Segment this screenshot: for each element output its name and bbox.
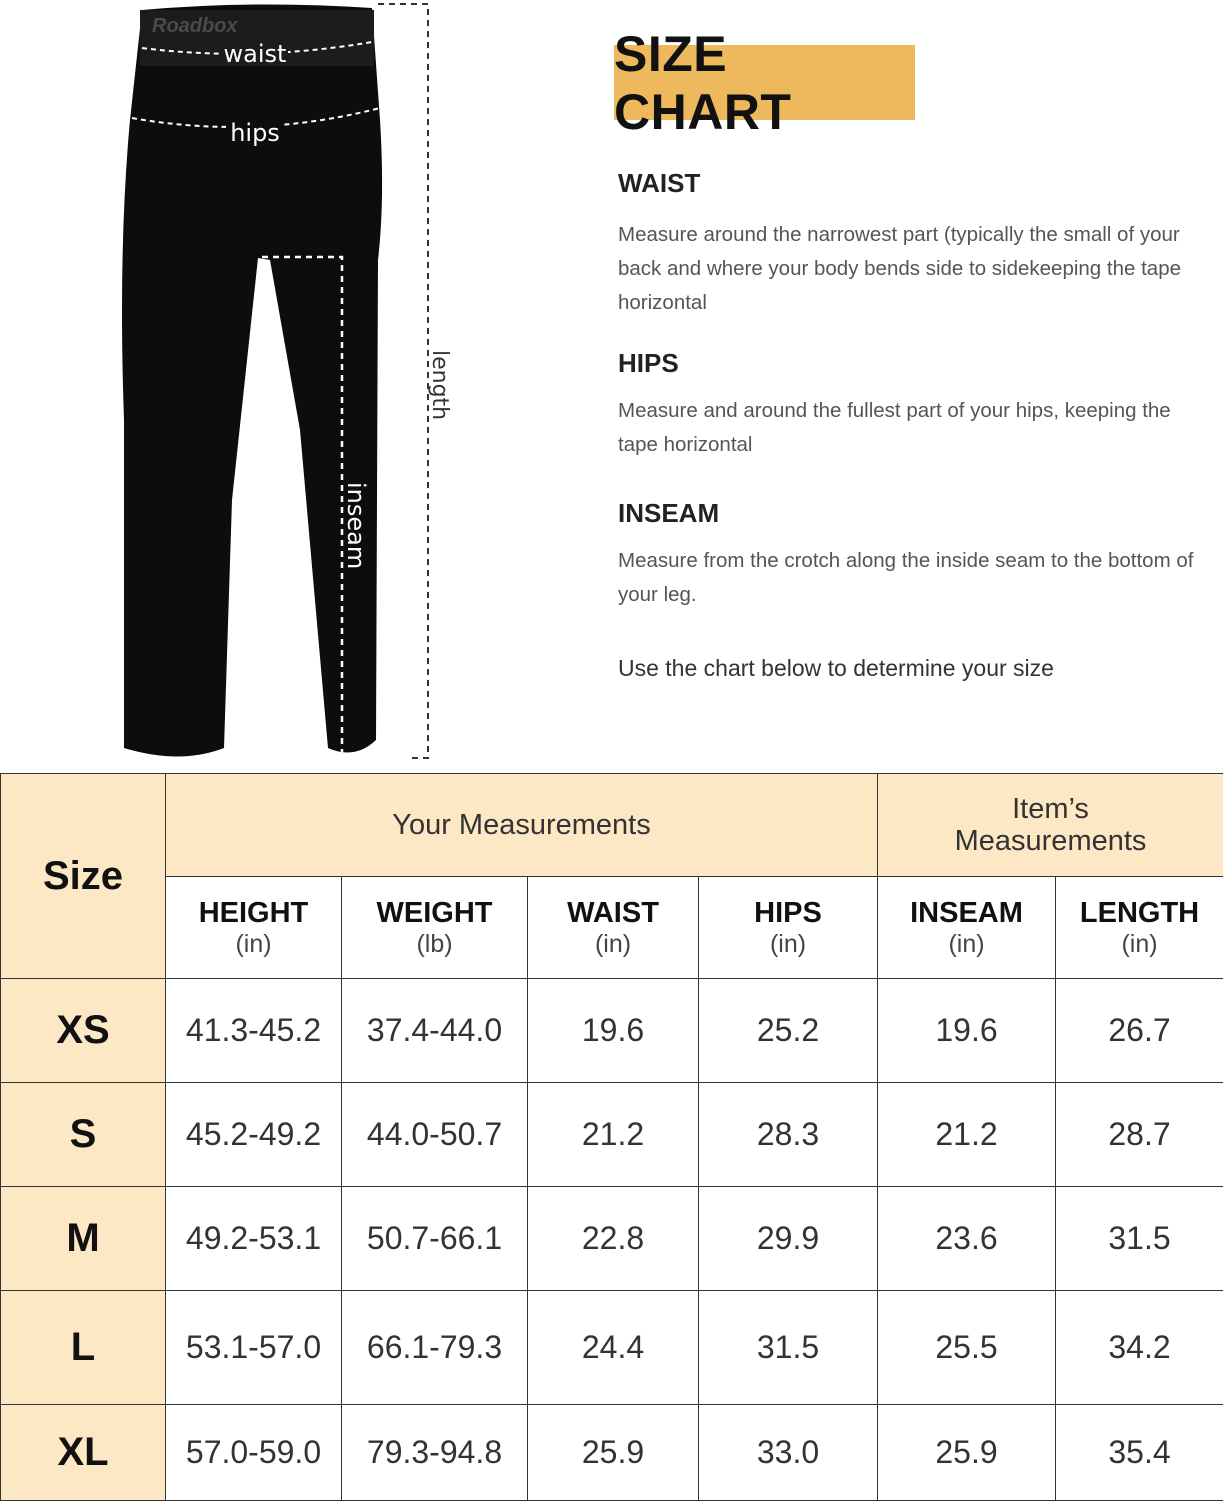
waist-heading: WAIST <box>618 168 700 199</box>
value-cell: 19.6 <box>878 979 1056 1083</box>
value-cell: 28.3 <box>699 1083 878 1187</box>
value-cell: 31.5 <box>699 1291 878 1405</box>
size-cell: M <box>1 1187 166 1291</box>
value-cell: 35.4 <box>1056 1405 1223 1501</box>
value-cell: 22.8 <box>528 1187 699 1291</box>
value-cell: 49.2-53.1 <box>166 1187 342 1291</box>
value-cell: 29.9 <box>699 1187 878 1291</box>
brand-watermark: Roadbox <box>152 15 238 37</box>
column-name: WAIST <box>528 897 698 930</box>
value-cell: 66.1-79.3 <box>342 1291 528 1405</box>
value-cell: 24.4 <box>528 1291 699 1405</box>
value-cell: 79.3-94.8 <box>342 1405 528 1501</box>
inseam-label: inseam <box>342 482 370 569</box>
instruction-text: Use the chart below to determine your si… <box>618 655 1054 682</box>
column-header-waist: WAIST(in) <box>528 877 699 979</box>
column-unit: (in) <box>166 930 341 959</box>
column-header-hips: HIPS(in) <box>699 877 878 979</box>
value-cell: 25.9 <box>528 1405 699 1501</box>
column-header-inseam: INSEAM(in) <box>878 877 1056 979</box>
column-unit: (in) <box>699 930 877 959</box>
hips-label: hips <box>230 119 280 147</box>
your-measurements-header: Your Measurements <box>166 774 878 877</box>
size-cell: L <box>1 1291 166 1405</box>
column-header-length: LENGTH(in) <box>1056 877 1223 979</box>
column-unit: (in) <box>878 930 1055 959</box>
value-cell: 53.1-57.0 <box>166 1291 342 1405</box>
value-cell: 25.2 <box>699 979 878 1083</box>
title-text: SIZE CHART <box>614 25 915 141</box>
value-cell: 25.9 <box>878 1405 1056 1501</box>
length-label: length <box>427 350 452 420</box>
column-name: HIPS <box>699 897 877 930</box>
value-cell: 50.7-66.1 <box>342 1187 528 1291</box>
size-cell: S <box>1 1083 166 1187</box>
inseam-text: Measure from the crotch along the inside… <box>618 544 1213 612</box>
value-cell: 44.0-50.7 <box>342 1083 528 1187</box>
hips-heading: HIPS <box>618 348 679 379</box>
size-table: Size Your Measurements Item’s Measuremen… <box>0 773 1223 1501</box>
column-name: LENGTH <box>1056 897 1223 930</box>
column-unit: (lb) <box>342 930 527 959</box>
size-cell: XS <box>1 979 166 1083</box>
size-chart-title: SIZE CHART <box>614 45 915 120</box>
value-cell: 33.0 <box>699 1405 878 1501</box>
leggings-illustration: Roadbox waist hips inseam length <box>0 0 600 770</box>
column-unit: (in) <box>1056 930 1223 959</box>
size-cell: XL <box>1 1405 166 1501</box>
value-cell: 34.2 <box>1056 1291 1223 1405</box>
value-cell: 26.7 <box>1056 979 1223 1083</box>
value-cell: 25.5 <box>878 1291 1056 1405</box>
value-cell: 21.2 <box>528 1083 699 1187</box>
value-cell: 21.2 <box>878 1083 1056 1187</box>
waist-label: waist <box>224 40 287 68</box>
column-name: WEIGHT <box>342 897 527 930</box>
column-header-weight: WEIGHT(lb) <box>342 877 528 979</box>
inseam-heading: INSEAM <box>618 498 719 529</box>
value-cell: 57.0-59.0 <box>166 1405 342 1501</box>
column-unit: (in) <box>528 930 698 959</box>
value-cell: 45.2-49.2 <box>166 1083 342 1187</box>
column-header-height: HEIGHT(in) <box>166 877 342 979</box>
value-cell: 23.6 <box>878 1187 1056 1291</box>
column-name: INSEAM <box>878 897 1055 930</box>
item-measurements-text: Item’s Measurements <box>936 793 1166 857</box>
value-cell: 31.5 <box>1056 1187 1223 1291</box>
value-cell: 41.3-45.2 <box>166 979 342 1083</box>
hips-text: Measure and around the fullest part of y… <box>618 394 1213 462</box>
column-name: HEIGHT <box>166 897 341 930</box>
value-cell: 19.6 <box>528 979 699 1083</box>
item-measurements-header: Item’s Measurements <box>878 774 1223 877</box>
value-cell: 37.4-44.0 <box>342 979 528 1083</box>
waist-text: Measure around the narrowest part (typic… <box>618 218 1213 320</box>
length-line <box>378 4 428 758</box>
size-header: Size <box>1 774 166 979</box>
value-cell: 28.7 <box>1056 1083 1223 1187</box>
